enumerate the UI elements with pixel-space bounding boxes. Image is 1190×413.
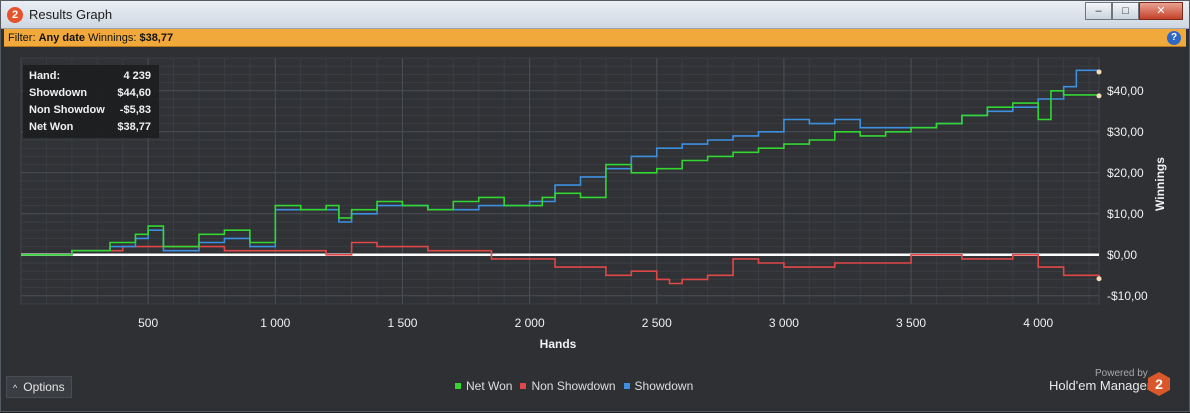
options-label: Options — [23, 380, 65, 394]
info-label: Net Won — [29, 121, 74, 133]
x-tick-label: 3 500 — [896, 316, 926, 330]
brand-name: Hold'em Manager — [1049, 378, 1152, 393]
y-tick-label: $40,00 — [1107, 84, 1144, 98]
y-tick-label: $20,00 — [1107, 166, 1144, 180]
legend-item-net-won[interactable]: Net Won — [455, 379, 512, 393]
y-tick-label: $30,00 — [1107, 125, 1144, 139]
options-button[interactable]: ^ Options — [6, 376, 72, 398]
legend-label: Non Showdown — [531, 379, 616, 393]
y-tick-label: $0,00 — [1107, 248, 1137, 262]
hand-info-panel: Hand: 4 239 Showdown $44,60 Non Showdown… — [23, 65, 159, 138]
info-label: Hand: — [29, 70, 61, 82]
help-icon[interactable]: ? — [1167, 31, 1181, 45]
chevron-up-icon: ^ — [13, 383, 18, 393]
filter-summary: Filter: Any date Winnings: $38,77 — [8, 32, 173, 44]
legend-item-non-showdown[interactable]: Non Showdown — [520, 379, 616, 393]
window-controls: – □ ✕ — [1085, 2, 1183, 20]
non-showdown-line-end-point — [1096, 276, 1102, 282]
non-showdown-line — [21, 241, 1100, 285]
filter-winnings-value: $38,77 — [139, 32, 174, 44]
info-value: $44,60 — [117, 87, 151, 99]
info-value: 4 239 — [123, 70, 151, 82]
x-tick-label: 3 000 — [769, 316, 799, 330]
legend-swatch — [455, 383, 461, 389]
y-axis-label: Winnings — [1153, 157, 1167, 211]
x-tick-label: 4 000 — [1023, 316, 1053, 330]
filter-prefix: Filter: — [8, 32, 36, 44]
legend-label: Showdown — [634, 379, 694, 393]
maximize-button[interactable]: □ — [1112, 2, 1139, 20]
title-bar[interactable]: 2 Results Graph – □ ✕ — [1, 1, 1189, 29]
x-axis-label: Hands — [540, 337, 577, 351]
legend-swatch — [520, 383, 527, 389]
results-chart: 500 1 000 1 500 2 000 2 500 3 000 3 500 4 000 -… — [20, 57, 1167, 351]
chart-area: 500 1 000 1 500 2 000 2 500 3 000 3 500 4 000 -… — [4, 48, 1186, 408]
end-markers — [1096, 69, 1102, 282]
net-won-line — [21, 90, 1100, 256]
x-tick-label: 1 500 — [387, 316, 417, 330]
info-row-hand: Hand: 4 239 — [29, 70, 155, 87]
window-title: Results Graph — [29, 7, 113, 22]
close-button[interactable]: ✕ — [1139, 2, 1183, 20]
filter-winnings-label: Winnings: — [88, 32, 137, 44]
x-tick-label: 2 500 — [642, 316, 672, 330]
y-tick-labels: -$10,00 $0,00 $10,00 $20,00 $30,00 $40,00 — [1107, 84, 1148, 303]
info-row-showdown: Showdown $44,60 — [29, 87, 155, 104]
info-label: Non Showdown — [29, 104, 105, 116]
info-label: Showdown — [29, 87, 88, 99]
legend-swatch — [623, 383, 630, 389]
x-tick-label: 500 — [138, 316, 158, 330]
legend-item-showdown[interactable]: Showdown — [623, 379, 694, 393]
filter-date: Any date — [38, 32, 86, 44]
y-tick-label: $10,00 — [1107, 207, 1144, 221]
info-row-net-won: Net Won $38,77 — [29, 121, 155, 138]
hem-logo-icon: 2 — [1148, 372, 1170, 396]
x-tick-label: 2 000 — [515, 316, 545, 330]
series-layer — [21, 69, 1100, 285]
chart-legend: Net Won Non Showdown Showdown — [455, 379, 701, 393]
info-row-non-showdown: Non Showdown -$5,83 — [29, 104, 155, 121]
net-won-line-end-point — [1096, 93, 1102, 99]
filter-bar[interactable]: Filter: Any date Winnings: $38,77 ? — [4, 29, 1186, 47]
showdown-line-end-point — [1096, 69, 1102, 75]
y-tick-label: -$10,00 — [1107, 289, 1148, 303]
powered-by-text: Powered by — [1095, 368, 1148, 379]
legend-label: Net Won — [466, 379, 513, 393]
minimize-button[interactable]: – — [1085, 2, 1112, 20]
info-value: -$5,83 — [119, 104, 151, 116]
x-tick-label: 1 000 — [260, 316, 290, 330]
info-value: $38,77 — [117, 121, 151, 133]
x-tick-labels: 500 1 000 1 500 2 000 2 500 3 000 3 500 4 000 — [138, 316, 1053, 330]
hem-app-icon: 2 — [7, 7, 23, 23]
